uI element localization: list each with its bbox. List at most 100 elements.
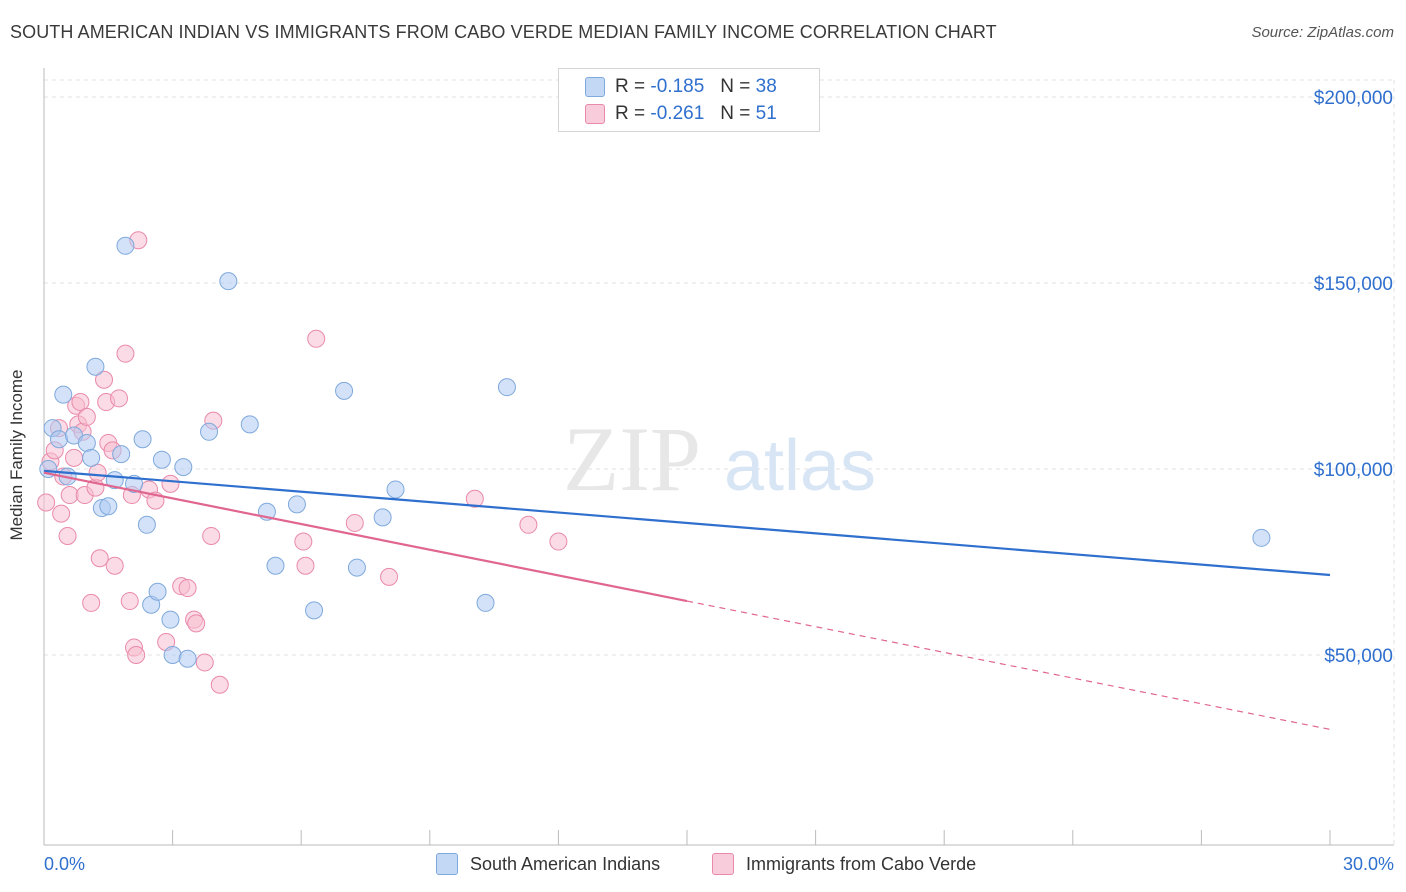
data-point-cabo-verde — [161, 474, 180, 493]
data-point-cabo-verde — [465, 489, 484, 508]
data-point-south-american-indian — [137, 515, 156, 534]
data-point-cabo-verde — [202, 526, 221, 545]
legend-row-south-american-indians: R = -0.185 N = 38 — [585, 75, 777, 99]
data-point-south-american-indian — [86, 357, 105, 376]
data-point-cabo-verde — [88, 463, 107, 482]
x-tick-label-min: 0.0% — [44, 854, 85, 874]
data-point-south-american-indian — [50, 430, 69, 449]
data-point-south-american-indian — [386, 480, 405, 499]
data-point-south-american-indian — [148, 582, 167, 601]
trend-line-south-american-indians — [43, 469, 1331, 577]
bottom-legend-label: Immigrants from Cabo Verde — [746, 853, 977, 874]
data-point-cabo-verde — [77, 407, 96, 426]
data-point-south-american-indian — [152, 450, 171, 469]
data-point-south-american-indian — [54, 385, 73, 404]
data-point-cabo-verde — [65, 448, 84, 467]
data-point-cabo-verde — [519, 515, 538, 534]
data-point-south-american-indian — [178, 649, 197, 668]
data-point-south-american-indian — [476, 593, 495, 612]
data-point-cabo-verde — [52, 504, 71, 523]
data-point-south-american-indian — [335, 381, 354, 400]
data-point-south-american-indian — [99, 497, 118, 516]
data-point-south-american-indian — [161, 610, 180, 629]
y-tick-label: $150,000 — [1314, 274, 1393, 295]
data-point-cabo-verde — [58, 526, 77, 545]
data-point-south-american-indian — [1252, 528, 1271, 547]
data-point-south-american-indian — [287, 495, 306, 514]
data-point-cabo-verde — [178, 579, 197, 598]
data-point-cabo-verde — [120, 592, 139, 611]
data-point-south-american-indian — [82, 448, 101, 467]
series-south-american-indians-points — [39, 236, 1271, 668]
data-point-cabo-verde — [296, 556, 315, 575]
axes — [43, 68, 1394, 846]
trend-line-cabo-verde-solid — [43, 471, 688, 603]
legend-n-value: 38 — [755, 76, 777, 97]
data-point-cabo-verde — [187, 614, 206, 633]
legend-n-label: N = — [720, 76, 751, 97]
data-point-south-american-indian — [133, 430, 152, 449]
legend-n-label: N = — [720, 103, 751, 124]
bottom-legend-swatch-pink — [712, 853, 734, 875]
data-point-cabo-verde — [380, 567, 399, 586]
y-tick-label: $100,000 — [1314, 460, 1393, 481]
data-point-south-american-indian — [305, 601, 324, 620]
source-credit: Source: ZipAtlas.com — [1251, 24, 1394, 41]
zipatlas-watermark: ZIP atlas — [563, 408, 876, 510]
data-point-cabo-verde — [195, 653, 214, 672]
data-point-cabo-verde — [345, 513, 364, 532]
legend-r-value: -0.261 — [650, 103, 705, 124]
data-point-cabo-verde — [127, 646, 146, 664]
y-tick-label: $50,000 — [1324, 646, 1393, 667]
data-point-cabo-verde — [105, 556, 124, 575]
y-tick-labels: $50,000 $100,000 $150,000 $200,000 — [1314, 88, 1393, 667]
data-point-cabo-verde — [71, 393, 90, 412]
data-point-cabo-verde — [60, 486, 79, 505]
data-point-cabo-verde — [116, 344, 135, 363]
data-point-cabo-verde — [37, 493, 56, 512]
watermark-atlas: atlas — [724, 426, 876, 506]
watermark-zip: ZIP — [563, 408, 701, 510]
data-point-south-american-indian — [497, 378, 516, 397]
legend-r-label: R = — [615, 103, 646, 124]
legend-r-value: -0.185 — [650, 76, 705, 97]
correlation-legend: R = -0.185 N = 38 R = -0.261 N = 51 — [558, 68, 820, 132]
legend-swatch-pink — [585, 104, 605, 124]
bottom-legend-south-american-indians: South American Indians — [436, 852, 660, 876]
x-tick-label-max: 30.0% — [1343, 854, 1394, 874]
grid-lines — [44, 79, 1395, 845]
data-point-south-american-indian — [240, 415, 259, 434]
data-point-south-american-indian — [347, 558, 366, 577]
data-point-cabo-verde — [90, 549, 109, 568]
data-point-south-american-indian — [77, 433, 96, 452]
data-point-south-american-indian — [125, 474, 144, 493]
data-point-south-american-indian — [174, 458, 193, 477]
legend-row-cabo-verde: R = -0.261 N = 51 — [585, 102, 777, 126]
trend-lines — [43, 469, 1331, 730]
data-point-cabo-verde — [110, 389, 129, 408]
data-point-south-american-indian — [373, 508, 392, 527]
data-point-south-american-indian — [112, 445, 131, 464]
data-point-south-american-indian — [219, 272, 238, 291]
legend-n-value: 51 — [755, 103, 777, 124]
data-point-south-american-indian — [163, 646, 182, 664]
y-axis-label: Median Family Income — [7, 369, 26, 541]
series-cabo-verde-points — [37, 231, 568, 694]
chart-title: SOUTH AMERICAN INDIAN VS IMMIGRANTS FROM… — [10, 22, 997, 42]
bottom-legend-label: South American Indians — [470, 853, 661, 874]
legend-swatch-blue — [585, 77, 605, 97]
bottom-legend-cabo-verde: Immigrants from Cabo Verde — [712, 852, 976, 876]
data-point-south-american-indian — [116, 236, 135, 255]
data-point-cabo-verde — [210, 675, 229, 694]
data-point-cabo-verde — [307, 329, 326, 348]
data-point-cabo-verde — [95, 370, 114, 389]
bottom-legend-swatch-blue — [436, 853, 458, 875]
data-point-cabo-verde — [294, 532, 313, 551]
data-point-south-american-indian — [200, 422, 219, 441]
legend-r-label: R = — [615, 76, 646, 97]
y-tick-label: $200,000 — [1314, 88, 1393, 109]
trend-line-cabo-verde-dashed — [686, 600, 1331, 730]
data-point-cabo-verde — [82, 593, 101, 612]
data-point-cabo-verde — [549, 532, 568, 551]
